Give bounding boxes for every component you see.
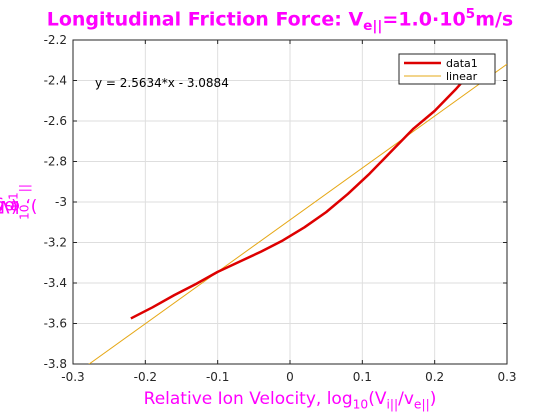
y-tick-label: -3.2 [44,236,67,250]
tick-layer: -0.3 -0.2 -0.1 0 0.1 0.2 0.3 -3.8 -3.6 -3.4 -3.2 -3… [44,33,517,384]
plot-area [88,63,507,364]
x-tick-label: -0.2 [134,370,157,384]
fit-equation-annotation: y = 2.5634*x - 3.0884 [95,76,229,90]
y-tick-label: -3.4 [44,276,67,290]
y-tick-label: -3.8 [44,357,67,371]
y-tick-label: -2.2 [44,33,67,47]
y-tick-label: -2.4 [44,74,67,88]
x-tick-label: 0.2 [425,370,444,384]
y-axis-label: log10(-F-1||), eV/m [0,183,38,221]
legend-label-linear: linear [446,70,478,83]
y-tick-label: -2.8 [44,155,67,169]
chart-title: Longitudinal Friction Force: Ve||=1.0·10… [46,6,514,35]
x-axis-label: Relative Ion Velocity, log10(Vi||/ve||) [143,389,437,412]
y-tick-label: -3.6 [44,317,67,331]
series-data1-line [130,71,472,320]
series-linear-line [88,63,507,364]
x-tick-label: 0.1 [353,370,372,384]
x-tick-label: 0.3 [497,370,516,384]
x-tick-label: -0.1 [206,370,229,384]
x-tick-label: 0 [286,370,294,384]
x-tick-label: -0.3 [61,370,84,384]
y-tick-label: -3 [55,195,67,209]
series-layer [88,63,507,364]
legend-box [398,53,496,85]
legend-label-data1: data1 [446,57,478,70]
y-tick-label: -2.6 [44,114,67,128]
